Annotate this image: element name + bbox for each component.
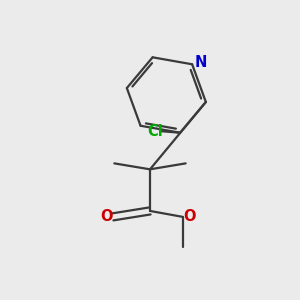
Text: Cl: Cl — [147, 124, 163, 139]
Text: O: O — [100, 209, 112, 224]
Text: O: O — [183, 209, 196, 224]
Text: N: N — [195, 55, 207, 70]
